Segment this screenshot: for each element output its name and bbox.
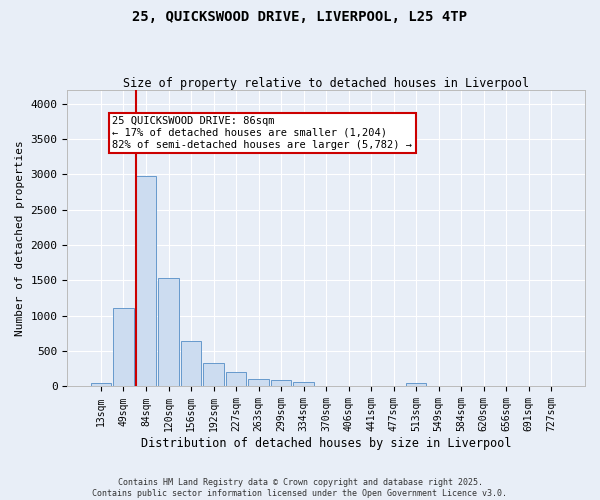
- Bar: [226, 372, 246, 386]
- Bar: [293, 382, 314, 386]
- Y-axis label: Number of detached properties: Number of detached properties: [15, 140, 25, 336]
- Bar: [136, 176, 156, 386]
- Text: 25 QUICKSWOOD DRIVE: 86sqm
← 17% of detached houses are smaller (1,204)
82% of s: 25 QUICKSWOOD DRIVE: 86sqm ← 17% of deta…: [112, 116, 412, 150]
- Text: Contains HM Land Registry data © Crown copyright and database right 2025.
Contai: Contains HM Land Registry data © Crown c…: [92, 478, 508, 498]
- Bar: [113, 308, 134, 386]
- Bar: [203, 363, 224, 386]
- Title: Size of property relative to detached houses in Liverpool: Size of property relative to detached ho…: [123, 76, 529, 90]
- Bar: [91, 382, 111, 386]
- Bar: [406, 384, 427, 386]
- Bar: [181, 340, 201, 386]
- Text: 25, QUICKSWOOD DRIVE, LIVERPOOL, L25 4TP: 25, QUICKSWOOD DRIVE, LIVERPOOL, L25 4TP: [133, 10, 467, 24]
- X-axis label: Distribution of detached houses by size in Liverpool: Distribution of detached houses by size …: [141, 437, 511, 450]
- Bar: [248, 379, 269, 386]
- Bar: [158, 278, 179, 386]
- Bar: [271, 380, 291, 386]
